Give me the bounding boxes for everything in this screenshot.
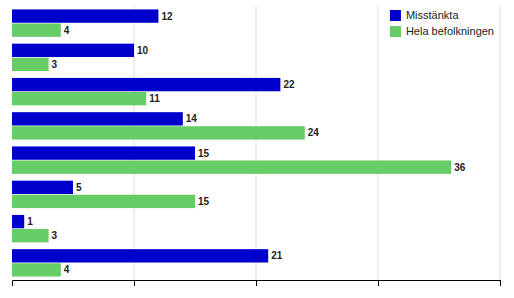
- x-axis: [13, 280, 501, 286]
- legend-item: Misstänkta: [390, 9, 459, 21]
- bar: [12, 263, 61, 276]
- tick: [134, 280, 135, 286]
- data-label: 22: [283, 79, 295, 90]
- bar: [12, 112, 183, 125]
- bar: [12, 78, 280, 91]
- bar: [12, 229, 49, 242]
- bar: [12, 195, 195, 208]
- bar: [12, 160, 451, 173]
- bar: [12, 9, 158, 22]
- bar: [12, 146, 195, 159]
- data-label: 24: [308, 127, 320, 138]
- tick: [500, 280, 501, 286]
- data-label: 11: [149, 93, 160, 104]
- data-label: 5: [76, 182, 82, 193]
- tick-mark: [256, 280, 257, 286]
- tick-mark: [500, 280, 501, 286]
- tick: [378, 280, 379, 286]
- bar: [12, 58, 49, 71]
- data-label: 3: [52, 230, 58, 241]
- chart: 12 10 22 14 15 5 1 21 4 3 11 24 36 15 3 4 Misstänkta Hela…: [0, 0, 514, 298]
- data-label: 15: [198, 196, 210, 207]
- data-label: 15: [198, 148, 210, 159]
- legend-swatch: [390, 26, 401, 37]
- bar: [12, 23, 61, 36]
- grid: [134, 6, 500, 280]
- data-label: 12: [161, 11, 173, 22]
- bar: [12, 249, 268, 262]
- legend-swatch: [390, 10, 401, 21]
- legend-item: Hela befolkningen: [390, 25, 494, 37]
- bars: [12, 9, 451, 276]
- data-label: 3: [52, 59, 58, 70]
- bar: [12, 92, 146, 105]
- bar: [12, 215, 24, 228]
- legend-label: Hela befolkningen: [406, 25, 494, 37]
- grid-line: [256, 6, 257, 280]
- data-label: 1: [27, 216, 33, 227]
- grid-line: [378, 6, 379, 280]
- tick: [256, 280, 257, 286]
- tick-mark: [134, 280, 135, 286]
- data-label: 14: [186, 113, 198, 124]
- grid-line: [500, 6, 501, 280]
- data-label: 4: [64, 25, 70, 36]
- bar: [12, 44, 134, 57]
- legend: Misstänkta Hela befolkningen: [390, 9, 494, 37]
- bar: [12, 126, 305, 139]
- legend-label: Misstänkta: [406, 9, 459, 21]
- data-label: 4: [64, 264, 70, 275]
- data-labels: 12 10 22 14 15 5 1 21 4 3 11 24 36 15 3 4: [27, 11, 466, 276]
- bar: [12, 181, 73, 194]
- plot: 12 10 22 14 15 5 1 21 4 3 11 24 36 15 3 4 Misstänkta Hela…: [12, 6, 501, 286]
- data-label: 21: [271, 250, 283, 261]
- data-label: 10: [137, 45, 149, 56]
- tick-mark: [378, 280, 379, 286]
- data-label: 36: [454, 162, 466, 173]
- axis-line: [13, 281, 501, 287]
